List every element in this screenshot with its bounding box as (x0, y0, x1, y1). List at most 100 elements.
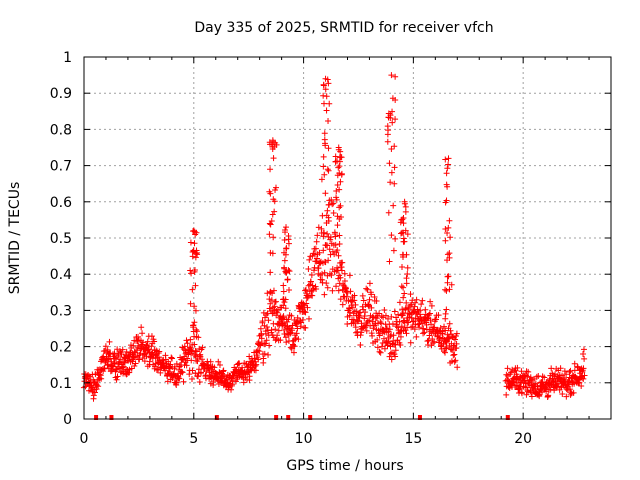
data-point (106, 338, 113, 345)
data-point (211, 364, 218, 371)
data-point (524, 373, 531, 380)
data-point (576, 379, 583, 386)
data-point (394, 324, 401, 331)
data-point (187, 300, 194, 307)
data-point (320, 153, 327, 160)
data-point (339, 259, 346, 266)
data-point (272, 326, 279, 333)
data-point (362, 309, 369, 316)
y-tick-label: 0.2 (50, 340, 72, 356)
data-point (98, 375, 105, 382)
data-point (581, 355, 588, 362)
data-point (274, 332, 281, 339)
data-point (180, 346, 187, 353)
data-point (417, 307, 424, 314)
data-point (338, 267, 345, 274)
data-point (403, 275, 410, 282)
data-point (369, 313, 376, 320)
data-point (335, 252, 342, 259)
data-point (325, 214, 332, 221)
data-point (369, 332, 376, 339)
data-point (504, 365, 511, 372)
data-point (374, 344, 381, 351)
data-point (377, 319, 384, 326)
data-point (220, 367, 227, 374)
data-point (113, 376, 120, 383)
data-point (363, 327, 370, 334)
data-point (282, 229, 289, 236)
data-point (190, 248, 197, 255)
data-point (196, 378, 203, 385)
data-point (337, 296, 344, 303)
data-point (360, 297, 367, 304)
data-point (324, 284, 331, 291)
data-point (229, 381, 236, 388)
data-point (384, 339, 391, 346)
data-point (419, 297, 426, 304)
data-point (251, 355, 258, 362)
data-point (301, 308, 308, 315)
data-point (580, 375, 587, 382)
data-point (336, 232, 343, 239)
data-point (188, 270, 195, 277)
data-point (269, 250, 276, 257)
data-point (168, 354, 175, 361)
data-point (508, 369, 515, 376)
data-point (333, 196, 340, 203)
data-point (322, 142, 329, 149)
data-point (437, 334, 444, 341)
data-point (224, 379, 231, 386)
data-point (118, 350, 125, 357)
data-point (389, 119, 396, 126)
data-point (162, 367, 169, 374)
data-point (267, 221, 274, 228)
data-point (404, 231, 411, 238)
data-point (281, 236, 288, 243)
y-tick-label: 0.7 (50, 159, 72, 175)
data-point (559, 390, 566, 397)
data-point (424, 338, 431, 345)
data-point (326, 100, 333, 107)
y-tick-label: 0.6 (50, 195, 72, 211)
data-point (148, 343, 155, 350)
data-point (261, 314, 268, 321)
data-point (397, 341, 404, 348)
data-point (310, 267, 317, 274)
data-point (315, 265, 322, 272)
data-point (376, 310, 383, 317)
data-point (447, 327, 454, 334)
data-point (183, 337, 190, 344)
data-point (184, 340, 191, 347)
data-point (313, 255, 320, 262)
data-point (400, 294, 407, 301)
data-point (104, 346, 111, 353)
data-point (397, 219, 404, 226)
data-point (289, 322, 296, 329)
data-point (104, 362, 111, 369)
data-point (198, 356, 205, 363)
data-point (403, 299, 410, 306)
data-point (271, 208, 278, 215)
data-point (334, 264, 341, 271)
data-point (183, 362, 190, 369)
data-point (313, 238, 320, 245)
data-point (511, 379, 518, 386)
x-tick-label: 0 (80, 431, 89, 447)
data-point (173, 379, 180, 386)
data-point (400, 235, 407, 242)
data-point (351, 292, 358, 299)
data-point (388, 356, 395, 363)
data-point (282, 251, 289, 258)
data-point (437, 324, 444, 331)
data-point (228, 386, 235, 393)
data-point (259, 318, 266, 325)
baseline-marker (286, 415, 291, 420)
data-point (138, 324, 145, 331)
data-point (392, 347, 399, 354)
data-point (189, 253, 196, 260)
data-point (257, 325, 264, 332)
data-point (332, 153, 339, 160)
data-point (341, 277, 348, 284)
data-point (518, 368, 525, 375)
data-point (451, 358, 458, 365)
